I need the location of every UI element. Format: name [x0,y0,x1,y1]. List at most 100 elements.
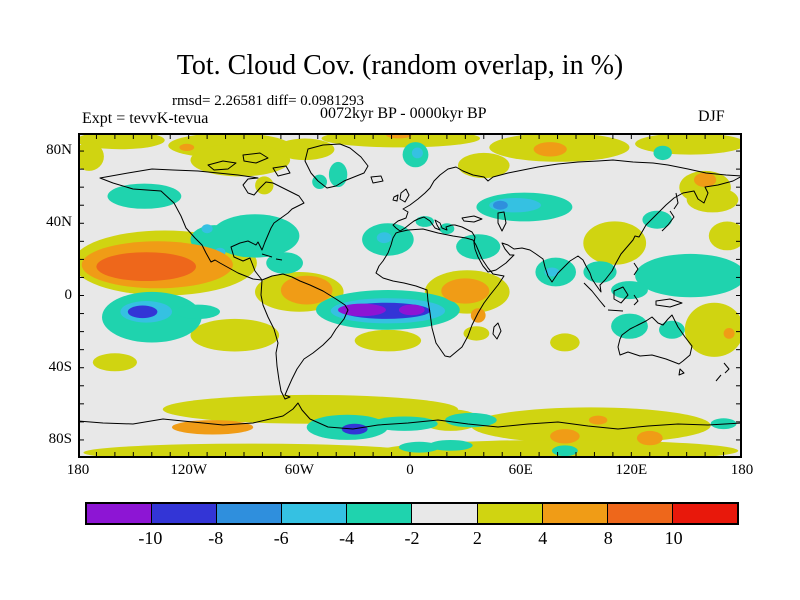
map-border [78,133,742,458]
anomaly-blob [635,133,746,155]
coastline-arctic-islands [207,152,291,177]
page-title: Tot. Cloud Cov. (random overlap, in %) [176,50,624,81]
anomaly-blob [162,394,458,424]
colorbar [85,502,739,525]
colorbar-label: 4 [538,528,548,548]
anomaly-blob [275,138,335,161]
colorbar-segment [411,504,477,523]
anomaly-blob [708,221,746,251]
anomaly-blob [175,304,220,319]
anomaly-blob [653,145,672,161]
y-axis-label: 0 [64,286,73,303]
experiment-label: Expt = tevvK-tevua [82,110,209,127]
coastline-antarctica [77,402,743,430]
colorbar-segment [281,504,347,523]
y-axis-label: 80N [46,142,72,159]
anomaly-blob [659,320,685,339]
colorbar-segment [541,504,607,523]
anomaly-blob [415,216,434,227]
colorbar-segment [216,504,282,523]
anomaly-blob [398,304,425,316]
anomaly-blob [266,252,303,274]
coastline-caspian-sea [497,211,507,232]
anomaly-blob [463,326,490,341]
colorbar-label: -2 [404,528,420,548]
coastline-africa [375,228,505,358]
colorbar-label: 2 [472,528,482,548]
anomaly-blob [642,210,672,229]
map-svg [72,129,746,462]
coastline-black-sea [461,215,483,223]
anomaly-blob [172,420,254,435]
coastline-new-zealand [715,362,730,382]
anomaly-blob [201,224,213,234]
anomaly-blob [723,328,735,339]
coastline-british-isles [392,188,410,203]
y-axis-label: 40N [46,214,72,231]
anomaly-layer [72,129,746,462]
anomaly-blob [684,302,744,357]
season-label: DJF [698,108,725,125]
colorbar-segment [346,504,412,523]
coastline-japan [661,192,679,232]
anomaly-blob [544,267,560,277]
anomaly-blob [533,142,567,157]
coastline-caribbean-islands [261,253,283,261]
anomaly-blob [456,234,501,260]
anomaly-blob [127,305,158,319]
x-axis-label: 180 [66,462,90,478]
colorbar-label: -4 [339,528,355,548]
y-axis-label: 40S [48,358,72,375]
coastline-madagascar [492,322,502,340]
colorbar-label: 8 [603,528,613,548]
anomaly-blob [107,183,182,209]
anomaly-blob [686,187,739,213]
anomaly-blob [583,221,647,265]
colorbar-segment [151,504,217,523]
anomaly-blob [411,147,423,159]
anomaly-blob [74,142,104,171]
coastline-eurasia [392,159,743,293]
anomaly-blob [76,131,165,150]
anomaly-blob [179,143,195,151]
anomaly-blob [636,430,663,446]
anomaly-blob [338,303,386,317]
anomaly-blob [493,200,508,210]
x-axis-label: 120W [170,462,207,478]
stats-label: rmsd= 2.26581 diff= 0.0981293 [172,93,365,109]
anomaly-blob [96,252,196,281]
anomaly-blob [376,232,392,244]
coastline-iceland [370,175,384,184]
x-axis-label: 120E [615,462,648,478]
anomaly-blob [441,278,490,304]
coastline-australia [617,314,693,376]
anomaly-blob [190,318,280,352]
x-axis-label: 180 [730,462,754,478]
anomaly-blob [470,308,486,323]
anomaly-blob [588,415,608,425]
coastline-layer [77,143,743,430]
coastline-north-america [99,168,305,281]
anomaly-blob [255,176,274,195]
coastline-greenland [304,143,369,189]
colorbar-label: 10 [664,528,683,548]
world-map [72,129,746,462]
anomaly-blob [354,329,422,352]
anomaly-blob [635,253,746,298]
anomaly-blob [328,161,348,188]
colorbar-label: -10 [138,528,163,548]
colorbar-segment [606,504,672,523]
anomaly-blob [694,172,717,188]
x-axis-label: 0 [406,462,414,478]
anomaly-blob [550,429,580,444]
period-label: 0072kyr BP - 0000kyr BP [320,105,487,122]
anomaly-blob [470,407,711,444]
colorbar-label: -8 [208,528,224,548]
x-axis-label: 60E [508,462,533,478]
coastline-south-america [260,273,349,400]
x-axis-label: 60W [284,462,314,478]
coastline-southeast-asia-islands [583,262,683,312]
anomaly-blob [280,275,333,305]
colorbar-segment [476,504,542,523]
